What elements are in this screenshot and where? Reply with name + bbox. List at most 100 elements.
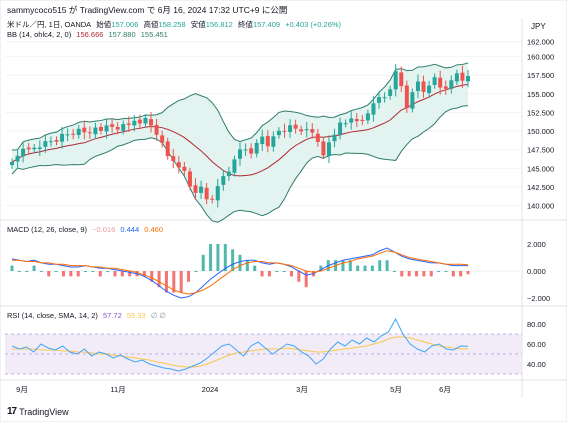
- rsi-legend: RSI (14, close, SMA, 14, 2) 57.72 55.33 …: [7, 311, 169, 320]
- candle-body: [304, 129, 309, 131]
- macd-histogram-bar: [25, 271, 29, 272]
- macd-signal: 0.460: [144, 225, 164, 234]
- candle-body: [165, 141, 170, 157]
- macd-histogram-bar: [106, 271, 110, 272]
- candle-body: [10, 162, 14, 166]
- macd-histogram-bar: [201, 254, 205, 271]
- candle-body: [326, 142, 331, 156]
- bb-legend: BB (14, ohlc4, 2, 0) 156.666 157.880 155…: [7, 30, 171, 39]
- macd-histogram-bar: [253, 265, 257, 271]
- candle-body: [149, 119, 154, 126]
- candle-body: [288, 125, 293, 132]
- macd-histogram-bar: [400, 271, 404, 277]
- rsi-tick-label: 60.00: [527, 340, 546, 349]
- candle-body: [171, 156, 176, 162]
- candle-body: [110, 124, 115, 127]
- rsi-line: [11, 317, 469, 372]
- candle-body: [349, 118, 354, 123]
- candle-body: [249, 148, 254, 154]
- price-tick-label: 147.500: [527, 146, 554, 155]
- bb-name: BB (14, ohlc4, 2, 0): [7, 30, 72, 39]
- macd-histogram-bar: [341, 260, 345, 271]
- macd-histogram-bar: [407, 271, 411, 277]
- candle-body: [321, 141, 326, 156]
- macd-histogram-bar: [54, 271, 58, 272]
- candle-body: [115, 126, 120, 130]
- candle-body: [98, 126, 103, 131]
- macd-histogram-bar: [91, 271, 95, 272]
- macd-histogram-bar: [444, 271, 448, 272]
- candle-body: [137, 119, 142, 124]
- candle-body: [21, 148, 26, 157]
- candle-body: [199, 186, 204, 193]
- rsi-name: RSI (14, close, SMA, 14, 2): [7, 311, 98, 320]
- macd-histogram-bar: [157, 271, 161, 288]
- candle-body: [360, 119, 365, 121]
- macd-histogram-bar: [128, 271, 132, 277]
- macd-histogram-bar: [267, 271, 271, 277]
- macd-histogram-bar: [282, 271, 286, 272]
- candle-body: [76, 128, 81, 135]
- candle-body: [87, 132, 92, 134]
- candle-body: [293, 124, 298, 129]
- macd-histogram-bar: [179, 271, 183, 293]
- candle-body: [427, 85, 432, 94]
- candle-body: [48, 141, 53, 143]
- macd-histogram-bar: [238, 254, 242, 271]
- candle-body: [265, 136, 270, 147]
- candle-body: [393, 71, 398, 90]
- price-tick-label: 162.000: [527, 38, 554, 47]
- candle-body: [454, 73, 459, 82]
- macd-histogram-bar: [289, 271, 293, 277]
- price-tick-label: 142.500: [527, 183, 554, 192]
- candle-body: [276, 130, 281, 136]
- candle-body: [282, 130, 287, 132]
- rsi-extra: ∅ ∅: [150, 311, 166, 320]
- low-label: 安値: [190, 20, 206, 29]
- candle-body: [438, 77, 443, 88]
- symbol-legend: 米ドル／円, 1日, OANDA 始値157.006 高値158.258 安値1…: [7, 19, 344, 30]
- macd-histogram-bar: [142, 271, 146, 277]
- price-tick-label: 152.500: [527, 108, 554, 117]
- candle-body: [338, 122, 343, 135]
- candle-body: [121, 124, 126, 131]
- macd-histogram-bar: [275, 271, 279, 272]
- macd-histogram-bar: [216, 244, 220, 271]
- price-tick-label: 145.000: [527, 164, 554, 173]
- macd-name: MACD (12, 26, close, 9): [7, 225, 88, 234]
- macd-histogram-bar: [17, 271, 21, 272]
- macd-legend: MACD (12, 26, close, 9) −0.016 0.444 0.4…: [7, 225, 166, 234]
- macd-histogram-bar: [39, 271, 43, 272]
- macd-histogram-bar: [120, 271, 124, 277]
- time-tick-label: 6月: [439, 385, 451, 394]
- macd-signal-line: [12, 250, 469, 295]
- candle-body: [226, 171, 231, 177]
- macd-histogram-bar: [415, 271, 419, 277]
- candle-body: [60, 133, 65, 142]
- candle-body: [354, 119, 359, 122]
- candle-body: [315, 133, 320, 142]
- candle-body: [260, 136, 265, 145]
- macd-histogram-bar: [466, 271, 470, 275]
- macd-histogram-bar: [392, 271, 396, 272]
- candle-body: [460, 72, 465, 81]
- high-label: 高値: [143, 20, 159, 29]
- candle-body: [15, 155, 20, 162]
- bb-upper-line: [11, 62, 469, 151]
- candle-body: [388, 89, 393, 96]
- macd-histogram-bar: [187, 271, 191, 282]
- macd-histogram-bar: [348, 260, 352, 271]
- candle-body: [154, 124, 159, 135]
- macd-histogram-bar: [422, 271, 426, 277]
- price-tick-label: 160.000: [527, 53, 554, 62]
- bb-basis-line: [11, 83, 469, 177]
- rsi-ma: 55.33: [126, 311, 146, 320]
- macd-histogram-bar: [47, 271, 51, 277]
- candle-body: [215, 186, 220, 201]
- candle-body: [432, 77, 437, 86]
- symbol-name: 米ドル／円, 1日, OANDA: [7, 20, 92, 29]
- candle-body: [193, 185, 198, 193]
- close-label: 終値: [237, 20, 253, 29]
- author-line: sammycoco515 が TradingView.com で 6月 16, …: [7, 5, 288, 15]
